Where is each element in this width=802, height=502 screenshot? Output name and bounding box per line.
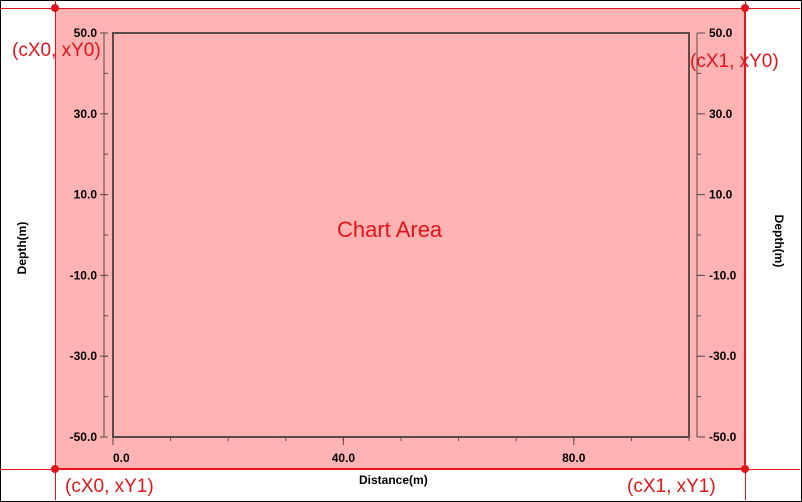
y-tick-label-left: 10.0 [74, 188, 98, 202]
y-axis-title-left: Depth(m) [15, 221, 29, 275]
y-tick-label-right: -30.0 [709, 349, 737, 363]
y-tick-label-left: 50.0 [74, 26, 98, 40]
y-tick-label-right: -10.0 [709, 268, 737, 282]
y-tick-label-left: 30.0 [74, 107, 98, 121]
corner-label-top-left: (cX0, xY0) [12, 40, 101, 61]
guide-line-right [745, 0, 746, 500]
corner-label-bottom-left: (cX0, xY1) [65, 476, 154, 497]
y-tick-label-left: -50.0 [70, 430, 98, 444]
x-tick-label: 0.0 [113, 451, 130, 465]
chart-area-label: Chart Area [337, 217, 443, 242]
guide-line-bottom [0, 469, 800, 470]
corner-label-top-right: (cX1, xY0) [690, 51, 779, 72]
x-tick-label: 40.0 [332, 451, 356, 465]
x-axis-title: Distance(m) [359, 473, 428, 487]
y-axis-title-right: Depth(m) [772, 214, 786, 268]
corner-label-bottom-right: (cX1, xY1) [627, 476, 716, 497]
corner-marker-bottom-left [51, 465, 59, 473]
y-tick-label-left: -30.0 [70, 349, 98, 363]
corner-marker-bottom-right [741, 465, 749, 473]
y-tick-label-right: 10.0 [709, 188, 733, 202]
y-tick-label-right: -50.0 [709, 430, 737, 444]
guide-line-left [55, 0, 56, 500]
corner-marker-top-left [51, 4, 59, 12]
y-tick-label-left: -10.0 [70, 268, 98, 282]
y-tick-label-right: 30.0 [709, 107, 733, 121]
x-tick-label: 80.0 [562, 451, 586, 465]
chart-area [55, 8, 745, 469]
y-tick-label-right: 50.0 [709, 26, 733, 40]
guide-line-top [0, 8, 800, 9]
corner-marker-top-right [741, 4, 749, 12]
